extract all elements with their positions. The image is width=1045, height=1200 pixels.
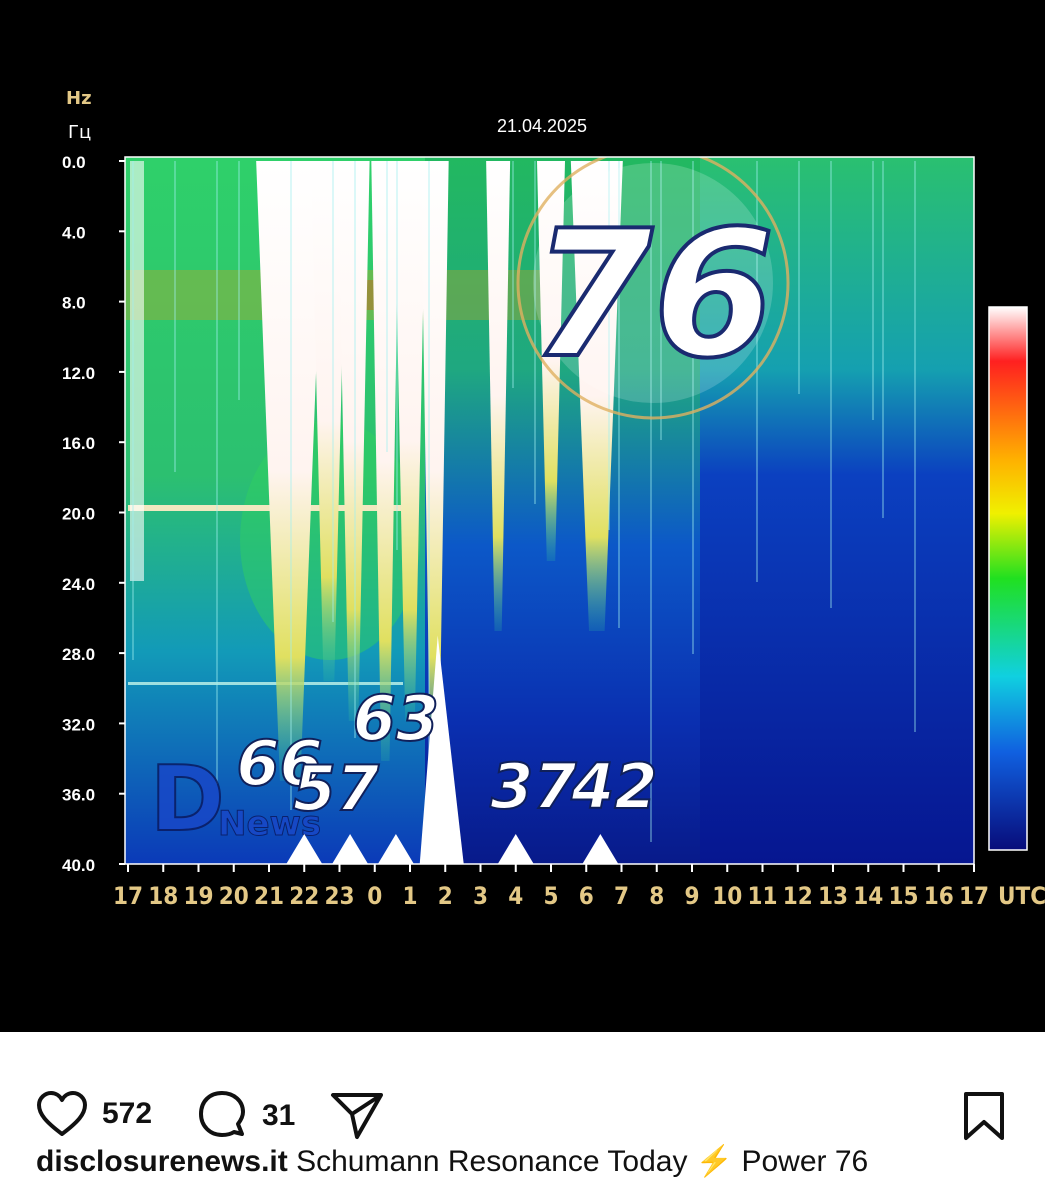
bright-column bbox=[420, 161, 449, 781]
x-tick-label: 15 bbox=[888, 882, 918, 910]
x-tick-label: 11 bbox=[747, 882, 777, 910]
y-tick-label: 40.0 bbox=[62, 856, 95, 875]
x-tick-label: 4 bbox=[508, 882, 523, 910]
x-tick-label: 12 bbox=[783, 882, 813, 910]
post-caption: disclosurenews.it Schumann Resonance Tod… bbox=[36, 1144, 1026, 1179]
y-tick-label: 8.0 bbox=[62, 294, 86, 313]
x-tick-label: 17 bbox=[113, 882, 143, 910]
news-logo-watermark: D News bbox=[149, 746, 322, 853]
bright-column bbox=[371, 161, 400, 761]
x-tick-label: 5 bbox=[543, 882, 558, 910]
bookmark-icon[interactable] bbox=[962, 1090, 1006, 1142]
y-tick-label: 28.0 bbox=[62, 645, 95, 664]
x-tick-label: 17 bbox=[959, 882, 989, 910]
x-tick-label: 6 bbox=[579, 882, 594, 910]
peak-spike bbox=[419, 635, 464, 864]
x-tick-label: 7 bbox=[614, 882, 629, 910]
x-tick-label: 2 bbox=[438, 882, 453, 910]
bright-column bbox=[337, 161, 370, 721]
comment-icon[interactable] bbox=[196, 1090, 248, 1142]
annotation-label: 42 bbox=[570, 750, 657, 823]
annotation-label: 57 bbox=[293, 752, 380, 825]
chart-date-title: 21.04.2025 bbox=[497, 116, 587, 136]
bright-column bbox=[486, 161, 511, 631]
x-tick-label: 3 bbox=[473, 882, 488, 910]
y-tick-label: 20.0 bbox=[62, 505, 95, 524]
save-action[interactable] bbox=[962, 1090, 1006, 1142]
y-tick-label: 32.0 bbox=[62, 715, 95, 734]
y-tick-label: 16.0 bbox=[62, 434, 95, 453]
annotation-label: 37 bbox=[490, 750, 577, 823]
x-tick-label: 18 bbox=[148, 882, 178, 910]
x-tick-label: 9 bbox=[684, 882, 699, 910]
peak-marker-triangle bbox=[286, 834, 323, 864]
y-axis-label-hz: Hz bbox=[66, 88, 92, 109]
bright-column bbox=[256, 161, 325, 781]
caption-text-before: Schumann Resonance Today bbox=[287, 1145, 696, 1178]
peak-marker-triangle bbox=[497, 834, 534, 864]
peak-marker-triangle bbox=[377, 834, 414, 864]
y-tick-label: 24.0 bbox=[62, 575, 95, 594]
x-tick-label: 1 bbox=[402, 882, 417, 910]
bright-column bbox=[130, 161, 144, 581]
send-icon[interactable] bbox=[330, 1090, 384, 1140]
x-tick-label: 10 bbox=[712, 882, 742, 910]
annotation-label-main: 76 bbox=[531, 194, 775, 397]
comment-count: 31 bbox=[262, 1099, 296, 1132]
annotation-circle bbox=[516, 157, 790, 420]
x-tick-label: 23 bbox=[324, 882, 354, 910]
y-tick-label: 0.0 bbox=[62, 153, 86, 172]
post-image[interactable]: D News 76 66 57 63 37 42 21.04.2025 Hz Гц 0.0… bbox=[0, 0, 1045, 1032]
annotation-label: 63 bbox=[353, 682, 439, 755]
peak-marker-triangle bbox=[582, 834, 619, 864]
y-tick-label: 36.0 bbox=[62, 786, 95, 805]
colorbar bbox=[988, 306, 1028, 851]
bright-column bbox=[537, 161, 565, 561]
x-tick-label: 22 bbox=[289, 882, 319, 910]
x-tick-label: 19 bbox=[183, 882, 213, 910]
spectrogram-plot: D News bbox=[125, 157, 974, 864]
svg-text:News: News bbox=[218, 804, 321, 844]
annotation-label: 66 bbox=[236, 727, 322, 800]
x-tick-label: 0 bbox=[367, 882, 382, 910]
comment-action[interactable]: 31 bbox=[196, 1090, 295, 1142]
bright-column bbox=[394, 161, 426, 721]
y-axis-label-cyrillic: Гц bbox=[68, 122, 91, 143]
bright-column bbox=[310, 161, 347, 681]
caption-text-after: Power 76 bbox=[733, 1145, 869, 1178]
lightning-icon: ⚡ bbox=[695, 1145, 734, 1178]
caption-username[interactable]: disclosurenews.it bbox=[36, 1145, 288, 1178]
like-action[interactable]: 572 bbox=[36, 1090, 152, 1138]
y-tick-label: 12.0 bbox=[62, 364, 95, 383]
svg-text:D: D bbox=[150, 747, 225, 852]
heart-icon[interactable] bbox=[36, 1090, 88, 1138]
x-tick-label: 20 bbox=[219, 882, 249, 910]
peak-marker-triangle bbox=[332, 834, 369, 864]
x-tick-label: 16 bbox=[924, 882, 954, 910]
x-axis-unit: UTC bbox=[998, 882, 1045, 910]
share-action[interactable] bbox=[330, 1090, 384, 1140]
y-tick-label: 4.0 bbox=[62, 223, 86, 242]
x-tick-label: 21 bbox=[254, 882, 284, 910]
x-tick-label: 13 bbox=[818, 882, 848, 910]
x-tick-label: 8 bbox=[649, 882, 664, 910]
post-action-bar: 572 31 bbox=[0, 1032, 1045, 1142]
x-tick-label: 14 bbox=[853, 882, 883, 910]
bright-column bbox=[570, 161, 623, 631]
like-count: 572 bbox=[102, 1097, 153, 1130]
